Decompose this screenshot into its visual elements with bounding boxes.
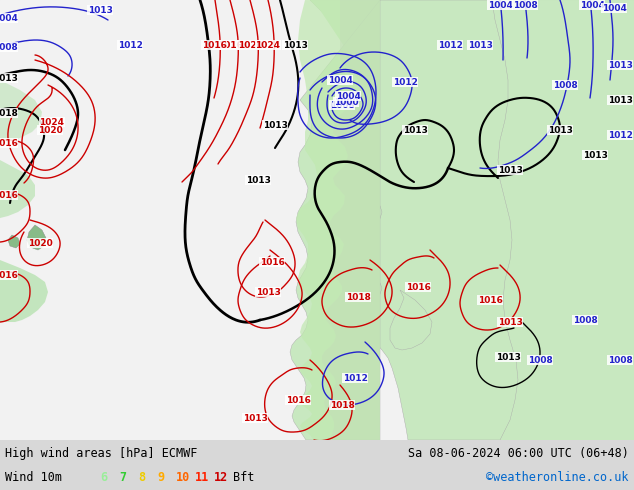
Text: 1000: 1000 xyxy=(333,98,358,106)
Text: 7: 7 xyxy=(119,470,126,484)
Text: 1008: 1008 xyxy=(330,100,354,109)
Text: 1013: 1013 xyxy=(467,41,493,49)
Text: 1024: 1024 xyxy=(256,41,280,49)
Text: Bft: Bft xyxy=(233,470,254,484)
Text: 1004: 1004 xyxy=(335,92,361,100)
Text: 1016: 1016 xyxy=(259,258,285,267)
Text: 1013: 1013 xyxy=(262,121,287,129)
Text: 1012: 1012 xyxy=(607,130,633,140)
Polygon shape xyxy=(27,225,46,250)
Text: 1013: 1013 xyxy=(0,74,18,82)
Text: High wind areas [hPa] ECMWF: High wind areas [hPa] ECMWF xyxy=(5,446,197,460)
Text: 1013: 1013 xyxy=(607,60,633,70)
Text: 1018: 1018 xyxy=(346,293,370,301)
Text: 1016: 1016 xyxy=(477,295,502,304)
Text: 11: 11 xyxy=(195,470,209,484)
Text: 1012: 1012 xyxy=(392,77,417,87)
Polygon shape xyxy=(338,0,518,440)
Text: 1008: 1008 xyxy=(527,356,552,365)
Text: 1016: 1016 xyxy=(0,191,18,199)
Text: 1004: 1004 xyxy=(488,0,512,9)
Text: 10: 10 xyxy=(176,470,190,484)
Polygon shape xyxy=(322,0,380,440)
Polygon shape xyxy=(290,0,380,440)
Text: 1024: 1024 xyxy=(39,118,65,126)
Polygon shape xyxy=(0,260,48,322)
Polygon shape xyxy=(0,160,35,218)
Text: 1013: 1013 xyxy=(548,125,573,135)
Text: 1013: 1013 xyxy=(498,318,522,326)
Text: 1016: 1016 xyxy=(406,283,430,292)
Text: 1016: 1016 xyxy=(202,41,226,49)
Polygon shape xyxy=(390,290,432,350)
Text: 1018: 1018 xyxy=(0,108,18,118)
Polygon shape xyxy=(310,0,634,440)
Polygon shape xyxy=(0,80,42,143)
Text: 1013: 1013 xyxy=(245,175,271,185)
Text: 1016: 1016 xyxy=(0,139,18,147)
Text: 1020: 1020 xyxy=(238,41,262,49)
Text: 1008: 1008 xyxy=(607,356,632,365)
Text: 1013: 1013 xyxy=(283,41,307,49)
Text: Wind 10m: Wind 10m xyxy=(5,470,62,484)
Text: Sa 08-06-2024 06:00 UTC (06+48): Sa 08-06-2024 06:00 UTC (06+48) xyxy=(408,446,629,460)
Text: 1008: 1008 xyxy=(553,80,578,90)
Text: 1008: 1008 xyxy=(513,0,538,9)
Text: 1013: 1013 xyxy=(87,5,112,15)
Text: 1012: 1012 xyxy=(437,41,462,49)
Text: 1004: 1004 xyxy=(602,3,626,13)
Text: 1013: 1013 xyxy=(496,352,521,362)
Text: 1004: 1004 xyxy=(579,0,604,9)
Text: ©weatheronline.co.uk: ©weatheronline.co.uk xyxy=(486,470,629,484)
Text: 1008: 1008 xyxy=(573,316,597,324)
Text: 1018: 1018 xyxy=(330,400,354,410)
Text: 1016: 1016 xyxy=(0,270,18,279)
Text: 1013: 1013 xyxy=(607,96,633,104)
Polygon shape xyxy=(296,0,380,440)
Polygon shape xyxy=(8,235,20,248)
Text: 1020: 1020 xyxy=(28,239,53,247)
Text: 1004: 1004 xyxy=(0,14,18,23)
Text: 1012: 1012 xyxy=(342,373,368,383)
Text: 12: 12 xyxy=(214,470,228,484)
Text: 1016: 1016 xyxy=(217,41,242,49)
Text: 1013: 1013 xyxy=(583,150,607,160)
Text: 1013: 1013 xyxy=(256,288,280,296)
Text: 1013: 1013 xyxy=(243,414,268,422)
Text: 1004: 1004 xyxy=(328,75,353,84)
Text: 1013: 1013 xyxy=(403,125,427,135)
Text: 1016: 1016 xyxy=(285,395,311,405)
Text: 9: 9 xyxy=(157,470,164,484)
Text: 1012: 1012 xyxy=(117,41,143,49)
Polygon shape xyxy=(310,0,634,440)
Text: 6: 6 xyxy=(100,470,107,484)
Text: 1020: 1020 xyxy=(37,125,62,135)
Text: 1008: 1008 xyxy=(0,43,17,51)
Text: 1013: 1013 xyxy=(498,166,522,174)
Text: 8: 8 xyxy=(138,470,145,484)
